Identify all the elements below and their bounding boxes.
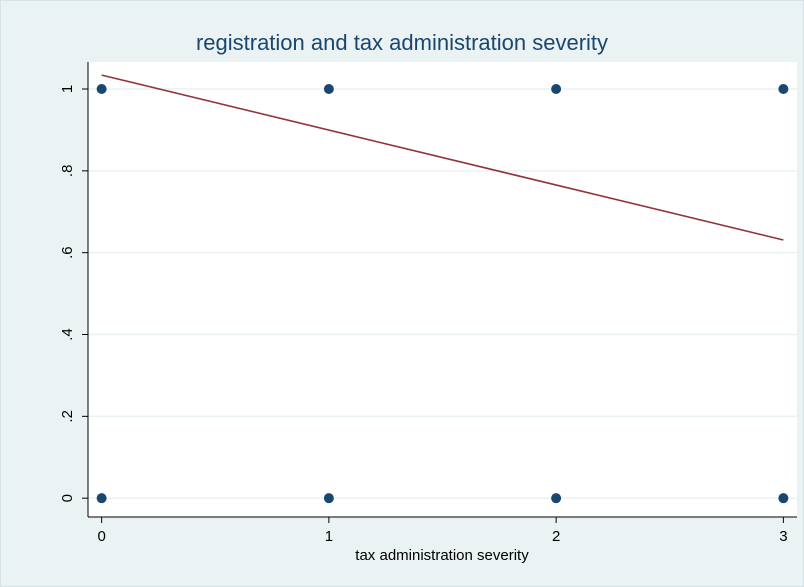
- point: [96, 493, 107, 504]
- point: [778, 84, 789, 95]
- point: [323, 493, 334, 504]
- y-tick-label: .4: [59, 328, 76, 341]
- point: [323, 84, 334, 95]
- y-tick-label: .8: [59, 165, 76, 178]
- point: [96, 84, 107, 95]
- y-tick-label: 0: [59, 494, 76, 502]
- x-axis-title: tax administration severity: [355, 547, 529, 564]
- chart-title: registration and tax administration seve…: [196, 30, 608, 55]
- x-tick-label: 1: [325, 528, 333, 545]
- y-tick-label: .2: [59, 410, 76, 423]
- fit-line: [101, 74, 784, 241]
- x-tick-label: 2: [552, 528, 560, 545]
- y-tick-label: 1: [59, 85, 76, 93]
- y-tick-label: .6: [59, 246, 76, 259]
- x-tick-label: 3: [779, 528, 787, 545]
- point: [551, 84, 562, 95]
- x-tick-label: 0: [97, 528, 105, 545]
- point: [778, 493, 789, 504]
- point: [551, 493, 562, 504]
- plot-area: [88, 62, 797, 517]
